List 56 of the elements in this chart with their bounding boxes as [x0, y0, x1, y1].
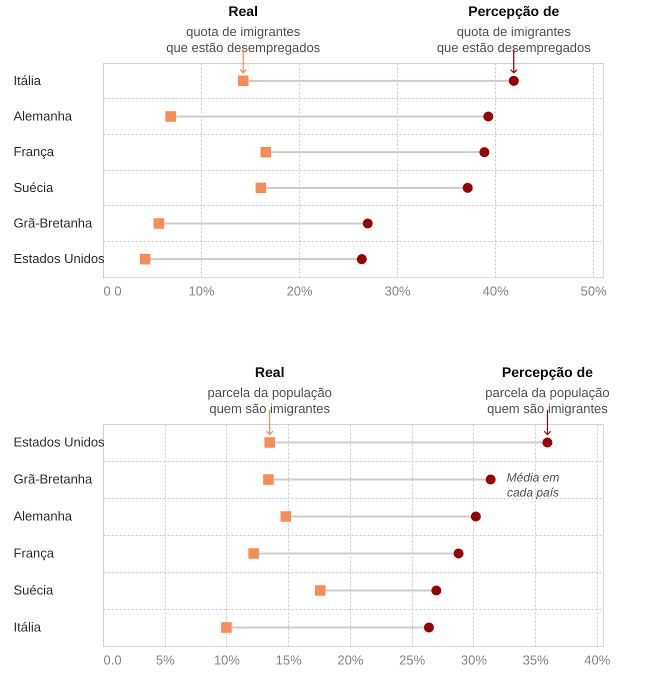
point [248, 548, 259, 559]
y-tick-label: Suécia [14, 582, 54, 598]
point [154, 218, 164, 229]
point [263, 474, 274, 485]
annotation: Média em cada país [506, 470, 560, 500]
x-tick-label: 50% [580, 284, 608, 298]
y-tick-label: Itália [14, 72, 42, 88]
point [264, 437, 275, 448]
y-tick-label: Itália [14, 620, 42, 634]
x-tick-label: 15% [276, 652, 302, 668]
point [470, 512, 481, 522]
x-tick-label: 30% [460, 652, 488, 668]
x-tick-label: 0.0 [104, 652, 122, 668]
y-tick-label: Grã-Bretanha [14, 216, 94, 230]
annotation: Real parcela da população quem são imigrantes [208, 364, 332, 416]
point [356, 254, 367, 264]
point [140, 254, 150, 264]
point [260, 146, 271, 158]
x-tick-label: 10% [188, 284, 215, 298]
x-tick-label: 5% [156, 652, 176, 668]
point [508, 76, 519, 86]
x-tick-label: 20% [286, 284, 314, 298]
x-tick-label: 40% [584, 652, 611, 668]
point [483, 112, 494, 122]
x-tick-label: 35% [522, 652, 550, 668]
y-tick-label: França [14, 546, 55, 560]
point [479, 147, 490, 158]
annotation: Percepção de parcela da população quem são imigrantes [485, 364, 610, 416]
point [165, 111, 176, 122]
point [238, 76, 248, 86]
annotation: Real quota de imigrantes que estão desempregados [166, 3, 321, 55]
y-tick-label: França [14, 144, 55, 160]
x-tick-label: 10% [214, 652, 240, 668]
point [362, 218, 373, 228]
point [462, 182, 473, 193]
y-tick-label: Alemanha [14, 508, 73, 524]
point [486, 474, 496, 484]
x-tick-label: 25% [399, 652, 426, 668]
point [221, 622, 232, 633]
point [424, 622, 434, 632]
point [315, 585, 326, 596]
y-tick-label: Suécia [14, 180, 54, 195]
x-tick-label: 40% [482, 284, 510, 298]
y-tick-label: Alemanha [14, 108, 73, 124]
y-tick-label: Estados Unidos [14, 434, 106, 450]
y-tick-label: Estados Unidos [14, 251, 106, 266]
x-tick-label: 30% [384, 284, 412, 298]
point [431, 586, 442, 596]
point [454, 548, 464, 558]
point [542, 438, 552, 448]
x-tick-label: 0 0 [104, 284, 122, 298]
x-tick-label: 20% [337, 652, 364, 668]
annotation: Percepção de quota de imigrantes que estão desempregados [436, 3, 592, 55]
point [280, 511, 291, 522]
point [256, 182, 266, 194]
y-tick-label: Grã-Bretanha [14, 472, 94, 486]
